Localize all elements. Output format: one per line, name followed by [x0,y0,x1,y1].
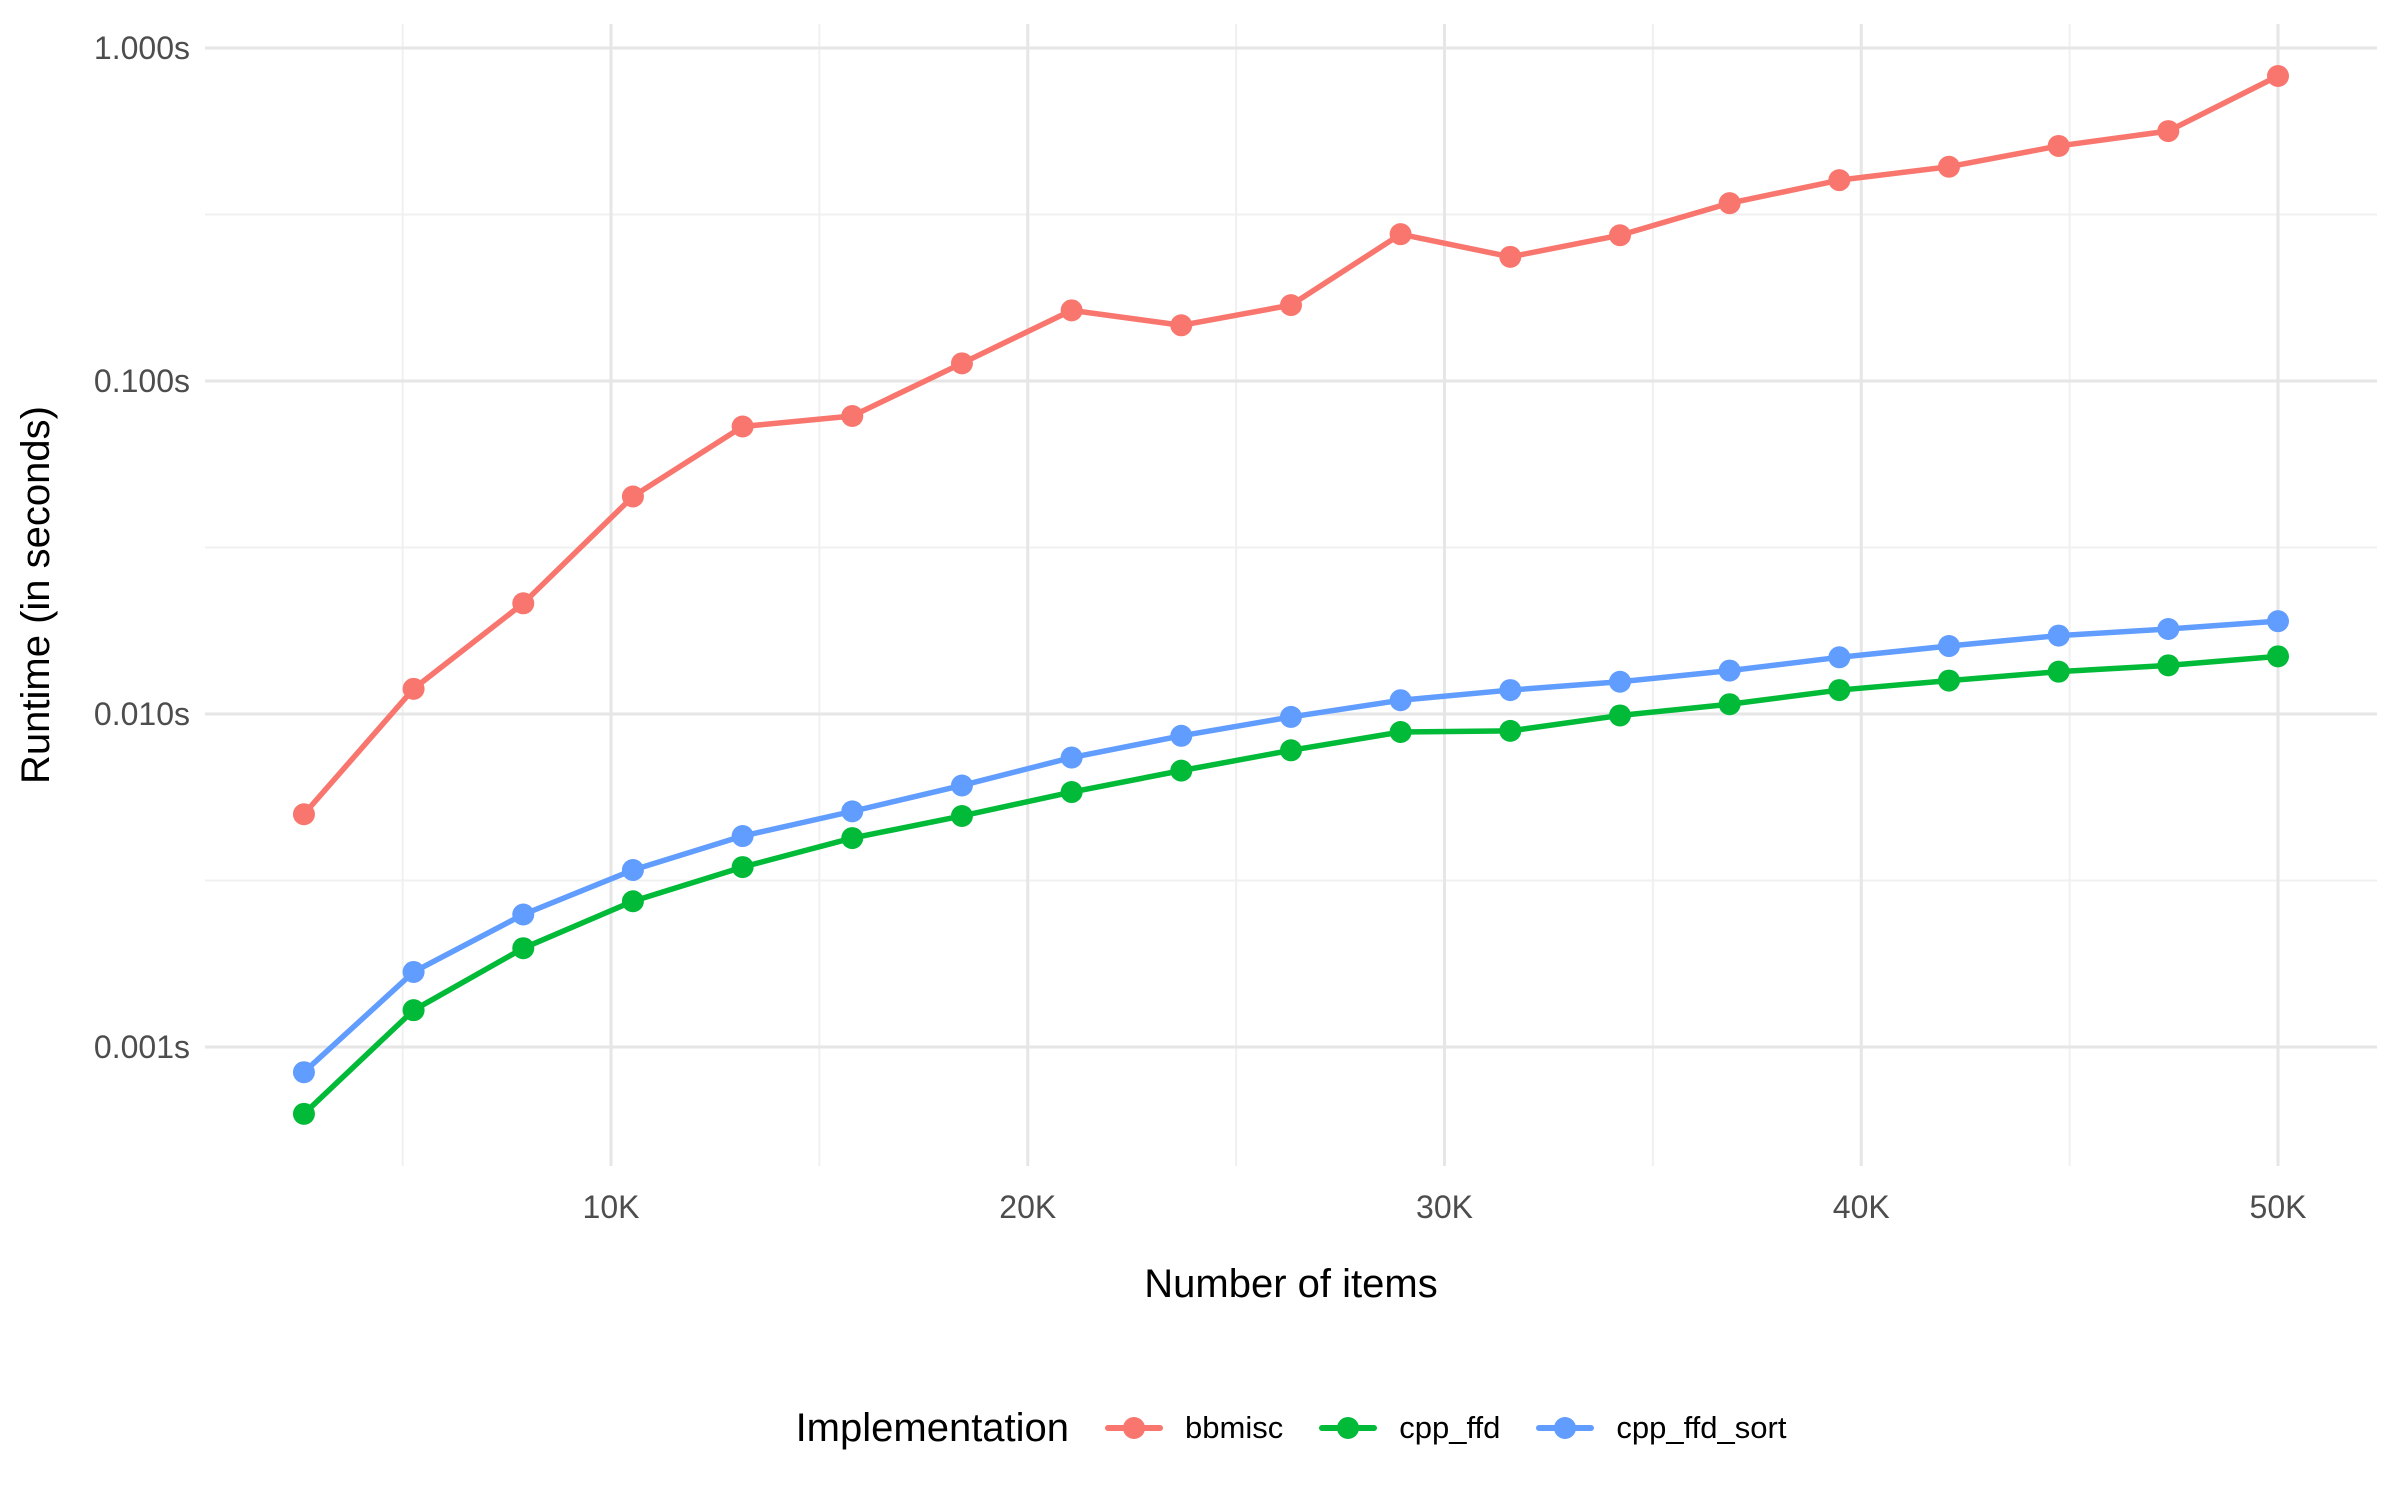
data-point-bbmisc [512,592,535,615]
data-point-bbmisc [731,415,754,438]
legend-key-cpp-ffd-sort-icon [1536,1416,1595,1440]
data-point-bbmisc [1389,223,1412,246]
data-point-bbmisc [621,485,644,508]
data-point-bbmisc [1499,245,1522,268]
legend-label-cpp-ffd: cpp_ffd [1399,1410,1501,1445]
data-point-cpp_ffd [1828,679,1851,702]
x-tick-label: 50K [2250,1189,2307,1225]
data-point-cpp_ffd [2267,645,2289,668]
data-point-cpp_ffd_sort [1937,635,1960,658]
data-point-cpp_ffd_sort [1389,689,1412,712]
y-axis-title: Runtime (in seconds) [14,406,58,784]
legend-label-cpp-ffd-sort: cpp_ffd_sort [1616,1410,1787,1445]
legend-item-bbmisc: bbmisc [1105,1410,1283,1446]
data-point-cpp_ffd [1170,759,1193,782]
data-point-bbmisc [2047,134,2070,157]
data-point-bbmisc [1937,155,1960,178]
data-point-cpp_ffd [1937,669,1960,692]
data-point-cpp_ffd_sort [1828,646,1851,669]
series-line-bbmisc [301,73,2281,817]
data-point-cpp_ffd [512,937,535,960]
data-point-cpp_ffd [2047,660,2070,683]
data-point-cpp_ffd_sort [950,774,973,797]
data-point-bbmisc [1718,192,1741,215]
grid-major [205,24,2377,1166]
data-point-cpp_ffd_sort [841,800,864,823]
legend-title: Implementation [795,1405,1070,1450]
data-point-cpp_ffd [950,804,973,827]
x-axis-tick-labels: 10K 20K 30K 40K 50K [583,1189,2307,1225]
data-point-cpp_ffd_sort [1279,705,1302,728]
data-point-cpp_ffd [402,999,425,1022]
data-point-cpp_ffd_sort [2157,617,2180,640]
data-point-cpp_ffd_sort [1499,679,1522,702]
data-point-cpp_ffd [2157,654,2180,677]
data-point-bbmisc [402,677,425,700]
data-point-cpp_ffd [1718,693,1741,716]
data-point-cpp_ffd [731,856,754,879]
series-cpp_ffd_sort [292,610,2289,1084]
data-point-cpp_ffd_sort [1170,724,1193,747]
y-tick-label: 0.100s [94,363,190,399]
legend: Implementation bbmisc cpp_ffd cpp_ffd_so… [205,1392,2377,1464]
data-point-bbmisc [841,405,864,428]
data-point-cpp_ffd_sort [2267,610,2289,633]
legend-item-cpp-ffd-sort: cpp_ffd_sort [1536,1410,1786,1446]
y-tick-label: 0.001s [94,1029,190,1065]
series-cpp_ffd [292,645,2289,1125]
legend-item-cpp-ffd: cpp_ffd [1319,1410,1500,1446]
x-tick-label: 20K [999,1189,1056,1225]
data-point-bbmisc [1608,224,1631,247]
data-point-cpp_ffd_sort [2047,624,2070,647]
data-point-bbmisc [1060,299,1083,322]
data-point-cpp_ffd [1608,704,1631,727]
data-point-cpp_ffd [1389,720,1412,743]
data-point-cpp_ffd [841,827,864,850]
data-point-cpp_ffd [1279,739,1302,762]
legend-key-bbmisc-icon [1105,1416,1164,1440]
x-axis-title: Number of items [1144,1262,1438,1306]
data-point-bbmisc [1828,169,1851,192]
data-point-cpp_ffd [1499,719,1522,742]
legend-key-cpp-ffd-icon [1319,1416,1378,1440]
series-bbmisc [292,64,2289,826]
data-point-cpp_ffd_sort [1718,659,1741,682]
x-tick-label: 10K [583,1189,640,1225]
data-point-cpp_ffd_sort [292,1061,315,1084]
legend-label-bbmisc: bbmisc [1185,1410,1284,1445]
data-point-cpp_ffd [292,1102,315,1125]
x-tick-label: 30K [1416,1189,1473,1225]
data-point-cpp_ffd_sort [1608,670,1631,693]
data-point-bbmisc [292,803,315,826]
data-point-bbmisc [1279,294,1302,317]
data-point-bbmisc [2267,64,2289,87]
x-tick-label: 40K [1833,1189,1890,1225]
grid-minor [205,24,2377,1166]
data-point-cpp_ffd_sort [402,960,425,983]
data-point-cpp_ffd_sort [1060,746,1083,769]
data-point-cpp_ffd_sort [621,859,644,882]
data-point-cpp_ffd_sort [731,825,754,848]
data-point-cpp_ffd [1060,781,1083,804]
series-line-cpp_ffd_sort [301,618,2281,1075]
y-axis-tick-labels: 1.000s 0.100s 0.010s 0.001s [94,30,190,1065]
y-tick-label: 0.010s [94,696,190,732]
data-point-bbmisc [2157,120,2180,143]
data-point-cpp_ffd_sort [512,903,535,926]
data-point-cpp_ffd [621,890,644,913]
y-tick-label: 1.000s [94,30,190,66]
data-point-bbmisc [950,352,973,375]
data-point-bbmisc [1170,314,1193,337]
